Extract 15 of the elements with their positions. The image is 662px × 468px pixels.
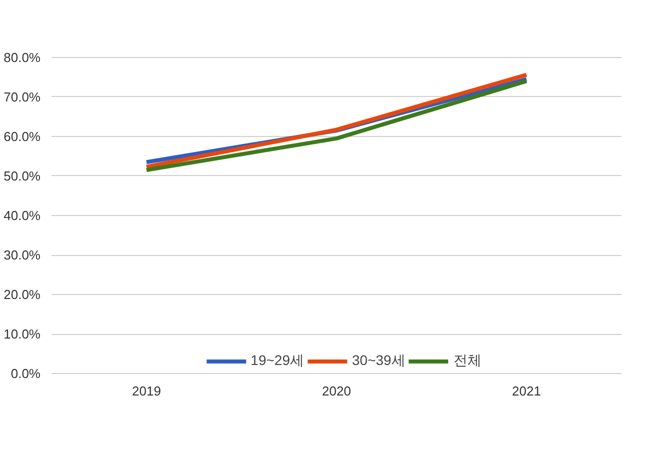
y-tick-label: 60.0%: [4, 128, 41, 144]
y-tick-label: 50.0%: [4, 168, 41, 184]
x-tick-label: 2021: [512, 384, 541, 398]
legend-label: 19~29세: [250, 352, 304, 370]
y-tick-label: 40.0%: [4, 208, 41, 223]
y-tick-label: 70.0%: [4, 89, 41, 104]
y-tick-label: 20.0%: [4, 287, 41, 302]
y-tick-label: 0.0%: [10, 366, 41, 382]
y-tick-label: 80.0%: [4, 50, 41, 65]
x-tick-label: 2020: [322, 384, 351, 398]
y-tick-label: 30.0%: [4, 248, 41, 263]
x-tick-label: 2019: [132, 384, 161, 398]
legend-label: 30~39세: [352, 352, 406, 370]
legend-label: 전체: [453, 352, 482, 370]
y-tick-label: 10.0%: [4, 326, 41, 342]
